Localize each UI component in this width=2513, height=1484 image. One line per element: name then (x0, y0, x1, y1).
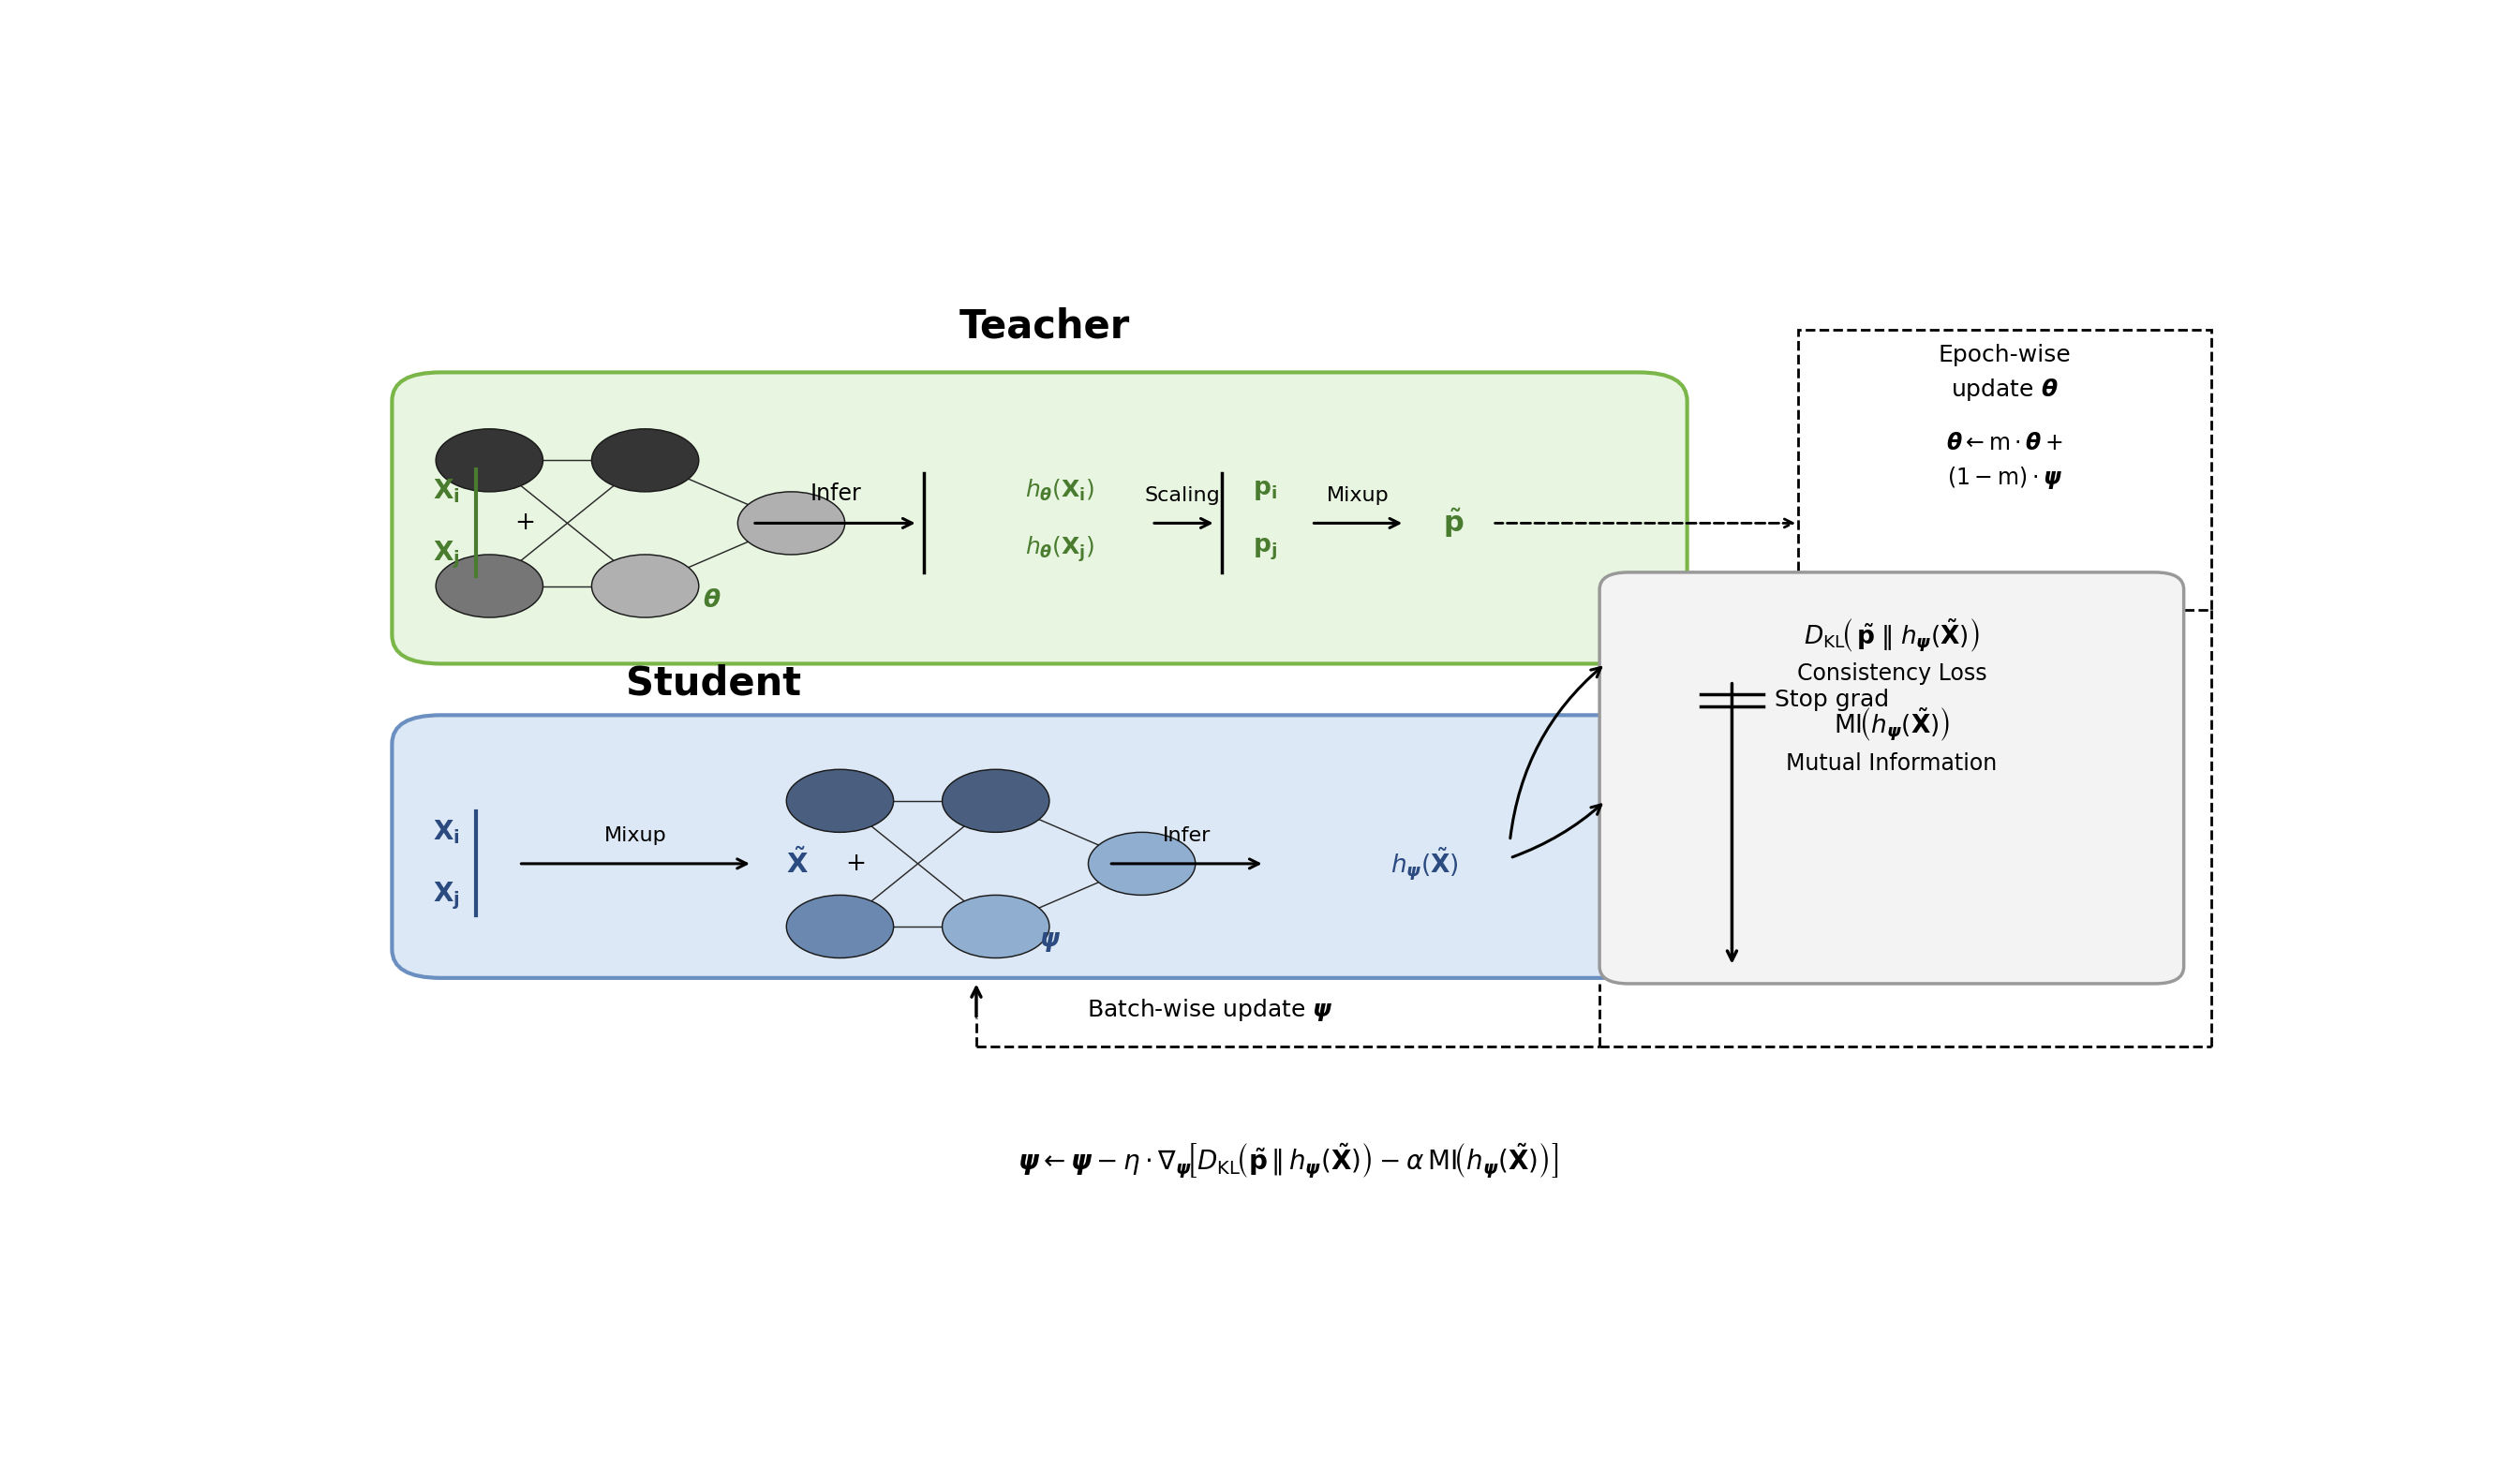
Text: $\mathbf{p_i}$: $\mathbf{p_i}$ (1251, 478, 1277, 502)
Text: Batch-wise update $\boldsymbol{\psi}$: Batch-wise update $\boldsymbol{\psi}$ (1088, 997, 1332, 1022)
Text: Infer: Infer (809, 482, 862, 505)
Text: $\mathbf{p_j}$: $\mathbf{p_j}$ (1251, 537, 1277, 562)
Circle shape (435, 429, 543, 491)
Text: $h_{\boldsymbol{\psi}}(\tilde{\mathbf{X}})$: $h_{\boldsymbol{\psi}}(\tilde{\mathbf{X}… (1390, 846, 1458, 881)
Circle shape (787, 769, 895, 833)
Text: Mixup: Mixup (603, 827, 666, 846)
Text: update $\boldsymbol{\theta}$: update $\boldsymbol{\theta}$ (1950, 377, 2058, 402)
Circle shape (591, 555, 699, 617)
Circle shape (942, 769, 1050, 833)
Text: $\mathbf{X_i}$: $\mathbf{X_i}$ (432, 478, 460, 505)
Text: Epoch-wise: Epoch-wise (1938, 344, 2071, 367)
Text: $\tilde{\mathbf{p}}$: $\tilde{\mathbf{p}}$ (1442, 506, 1465, 540)
Circle shape (942, 895, 1050, 959)
Circle shape (435, 555, 543, 617)
Text: $(1 - \mathrm{m}) \cdot \boldsymbol{\psi}$: $(1 - \mathrm{m}) \cdot \boldsymbol{\psi… (1948, 464, 2063, 491)
Circle shape (1088, 833, 1196, 895)
Text: $\mathbf{X_j}$: $\mathbf{X_j}$ (432, 880, 460, 911)
Text: $\mathbf{X_i}$: $\mathbf{X_i}$ (432, 818, 460, 846)
Text: Teacher: Teacher (960, 307, 1131, 346)
FancyBboxPatch shape (392, 372, 1686, 663)
Text: $\boldsymbol{\theta}$: $\boldsymbol{\theta}$ (701, 589, 721, 613)
FancyBboxPatch shape (1799, 329, 2211, 610)
Text: $\boldsymbol{\theta} \leftarrow \mathrm{m} \cdot \boldsymbol{\theta} +$: $\boldsymbol{\theta} \leftarrow \mathrm{… (1945, 432, 2063, 454)
Text: $\mathrm{MI}\!\left(h_{\boldsymbol{\psi}}(\tilde{\mathbf{X}})\right)$: $\mathrm{MI}\!\left(h_{\boldsymbol{\psi}… (1834, 706, 1950, 743)
Text: Student: Student (626, 663, 802, 703)
Text: $+$: $+$ (515, 510, 535, 536)
Circle shape (787, 895, 895, 959)
Text: Infer: Infer (1164, 827, 1211, 846)
Text: Stop grad: Stop grad (1774, 689, 1890, 711)
Circle shape (739, 491, 844, 555)
Text: $+$: $+$ (844, 852, 864, 876)
Text: $\boldsymbol{\psi}$: $\boldsymbol{\psi}$ (1040, 929, 1060, 954)
Text: Scaling: Scaling (1146, 487, 1221, 505)
Circle shape (591, 429, 699, 491)
Text: $\mathbf{X_j}$: $\mathbf{X_j}$ (432, 539, 460, 571)
FancyBboxPatch shape (1598, 573, 2184, 984)
Text: $\tilde{\mathbf{X}}$: $\tilde{\mathbf{X}}$ (787, 849, 809, 879)
Text: Mixup: Mixup (1327, 487, 1390, 505)
Text: Consistency Loss: Consistency Loss (1797, 663, 1988, 686)
Text: $D_{\mathrm{KL}}\!\left(\,\tilde{\mathbf{p}}\;\|\;h_{\boldsymbol{\psi}}(\tilde{\: $D_{\mathrm{KL}}\!\left(\,\tilde{\mathbf… (1804, 617, 1980, 653)
Text: Mutual Information: Mutual Information (1787, 752, 1998, 775)
Text: $\boldsymbol{\psi} \leftarrow \boldsymbol{\psi} - \eta \cdot \nabla_{\boldsymbol: $\boldsymbol{\psi} \leftarrow \boldsymbo… (1018, 1141, 1558, 1180)
FancyBboxPatch shape (392, 715, 1686, 978)
Text: $h_{\boldsymbol{\theta}}(\mathbf{X_i})$: $h_{\boldsymbol{\theta}}(\mathbf{X_i})$ (1025, 478, 1096, 503)
Text: $h_{\boldsymbol{\theta}}(\mathbf{X_j})$: $h_{\boldsymbol{\theta}}(\mathbf{X_j})$ (1025, 534, 1096, 564)
